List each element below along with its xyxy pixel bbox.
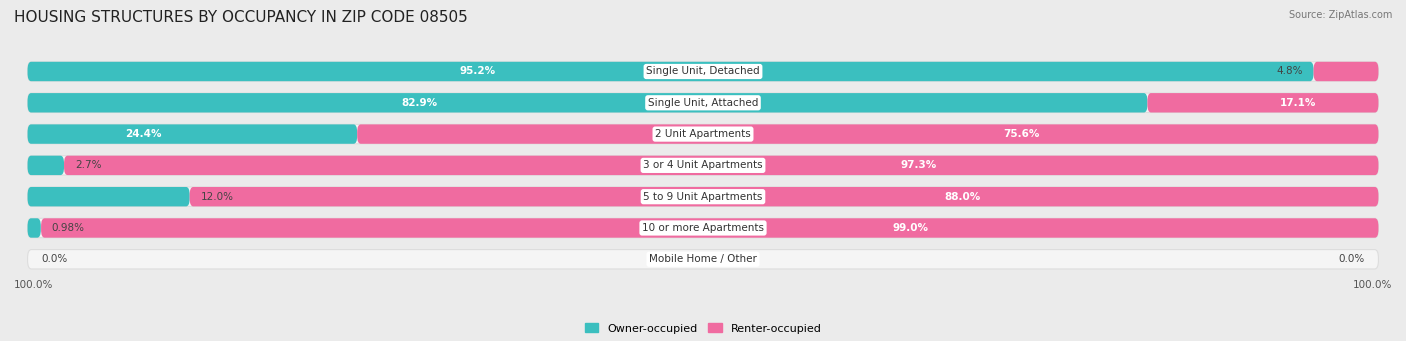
Text: 99.0%: 99.0%: [893, 223, 928, 233]
Text: Single Unit, Detached: Single Unit, Detached: [647, 66, 759, 76]
Text: 24.4%: 24.4%: [125, 129, 162, 139]
FancyBboxPatch shape: [28, 218, 1378, 238]
Text: 88.0%: 88.0%: [945, 192, 980, 202]
Text: 95.2%: 95.2%: [460, 66, 496, 76]
Text: 75.6%: 75.6%: [1002, 129, 1039, 139]
Text: 2 Unit Apartments: 2 Unit Apartments: [655, 129, 751, 139]
FancyBboxPatch shape: [28, 218, 41, 238]
Legend: Owner-occupied, Renter-occupied: Owner-occupied, Renter-occupied: [581, 319, 825, 338]
Text: 17.1%: 17.1%: [1279, 98, 1316, 108]
Text: 4.8%: 4.8%: [1277, 66, 1303, 76]
FancyBboxPatch shape: [28, 62, 1378, 81]
Text: 100.0%: 100.0%: [14, 280, 53, 290]
Text: 0.0%: 0.0%: [41, 254, 67, 264]
Text: 0.0%: 0.0%: [1339, 254, 1365, 264]
Text: 2.7%: 2.7%: [75, 160, 101, 170]
FancyBboxPatch shape: [28, 187, 190, 206]
FancyBboxPatch shape: [28, 124, 357, 144]
Text: 3 or 4 Unit Apartments: 3 or 4 Unit Apartments: [643, 160, 763, 170]
FancyBboxPatch shape: [1147, 93, 1378, 113]
FancyBboxPatch shape: [1313, 62, 1378, 81]
FancyBboxPatch shape: [28, 62, 1313, 81]
FancyBboxPatch shape: [28, 156, 65, 175]
FancyBboxPatch shape: [28, 124, 1378, 144]
Text: HOUSING STRUCTURES BY OCCUPANCY IN ZIP CODE 08505: HOUSING STRUCTURES BY OCCUPANCY IN ZIP C…: [14, 10, 468, 25]
FancyBboxPatch shape: [28, 93, 1378, 113]
Text: 12.0%: 12.0%: [201, 192, 233, 202]
FancyBboxPatch shape: [41, 218, 1378, 238]
FancyBboxPatch shape: [28, 187, 1378, 206]
Text: Source: ZipAtlas.com: Source: ZipAtlas.com: [1288, 10, 1392, 20]
Text: 97.3%: 97.3%: [900, 160, 936, 170]
FancyBboxPatch shape: [190, 187, 1378, 206]
Text: Mobile Home / Other: Mobile Home / Other: [650, 254, 756, 264]
FancyBboxPatch shape: [28, 156, 1378, 175]
Text: 5 to 9 Unit Apartments: 5 to 9 Unit Apartments: [644, 192, 762, 202]
Text: 10 or more Apartments: 10 or more Apartments: [643, 223, 763, 233]
Text: 82.9%: 82.9%: [402, 98, 437, 108]
FancyBboxPatch shape: [28, 93, 1147, 113]
Text: Single Unit, Attached: Single Unit, Attached: [648, 98, 758, 108]
Text: 100.0%: 100.0%: [1353, 280, 1392, 290]
FancyBboxPatch shape: [28, 250, 1378, 269]
Text: 0.98%: 0.98%: [52, 223, 84, 233]
FancyBboxPatch shape: [65, 156, 1378, 175]
FancyBboxPatch shape: [357, 124, 1378, 144]
